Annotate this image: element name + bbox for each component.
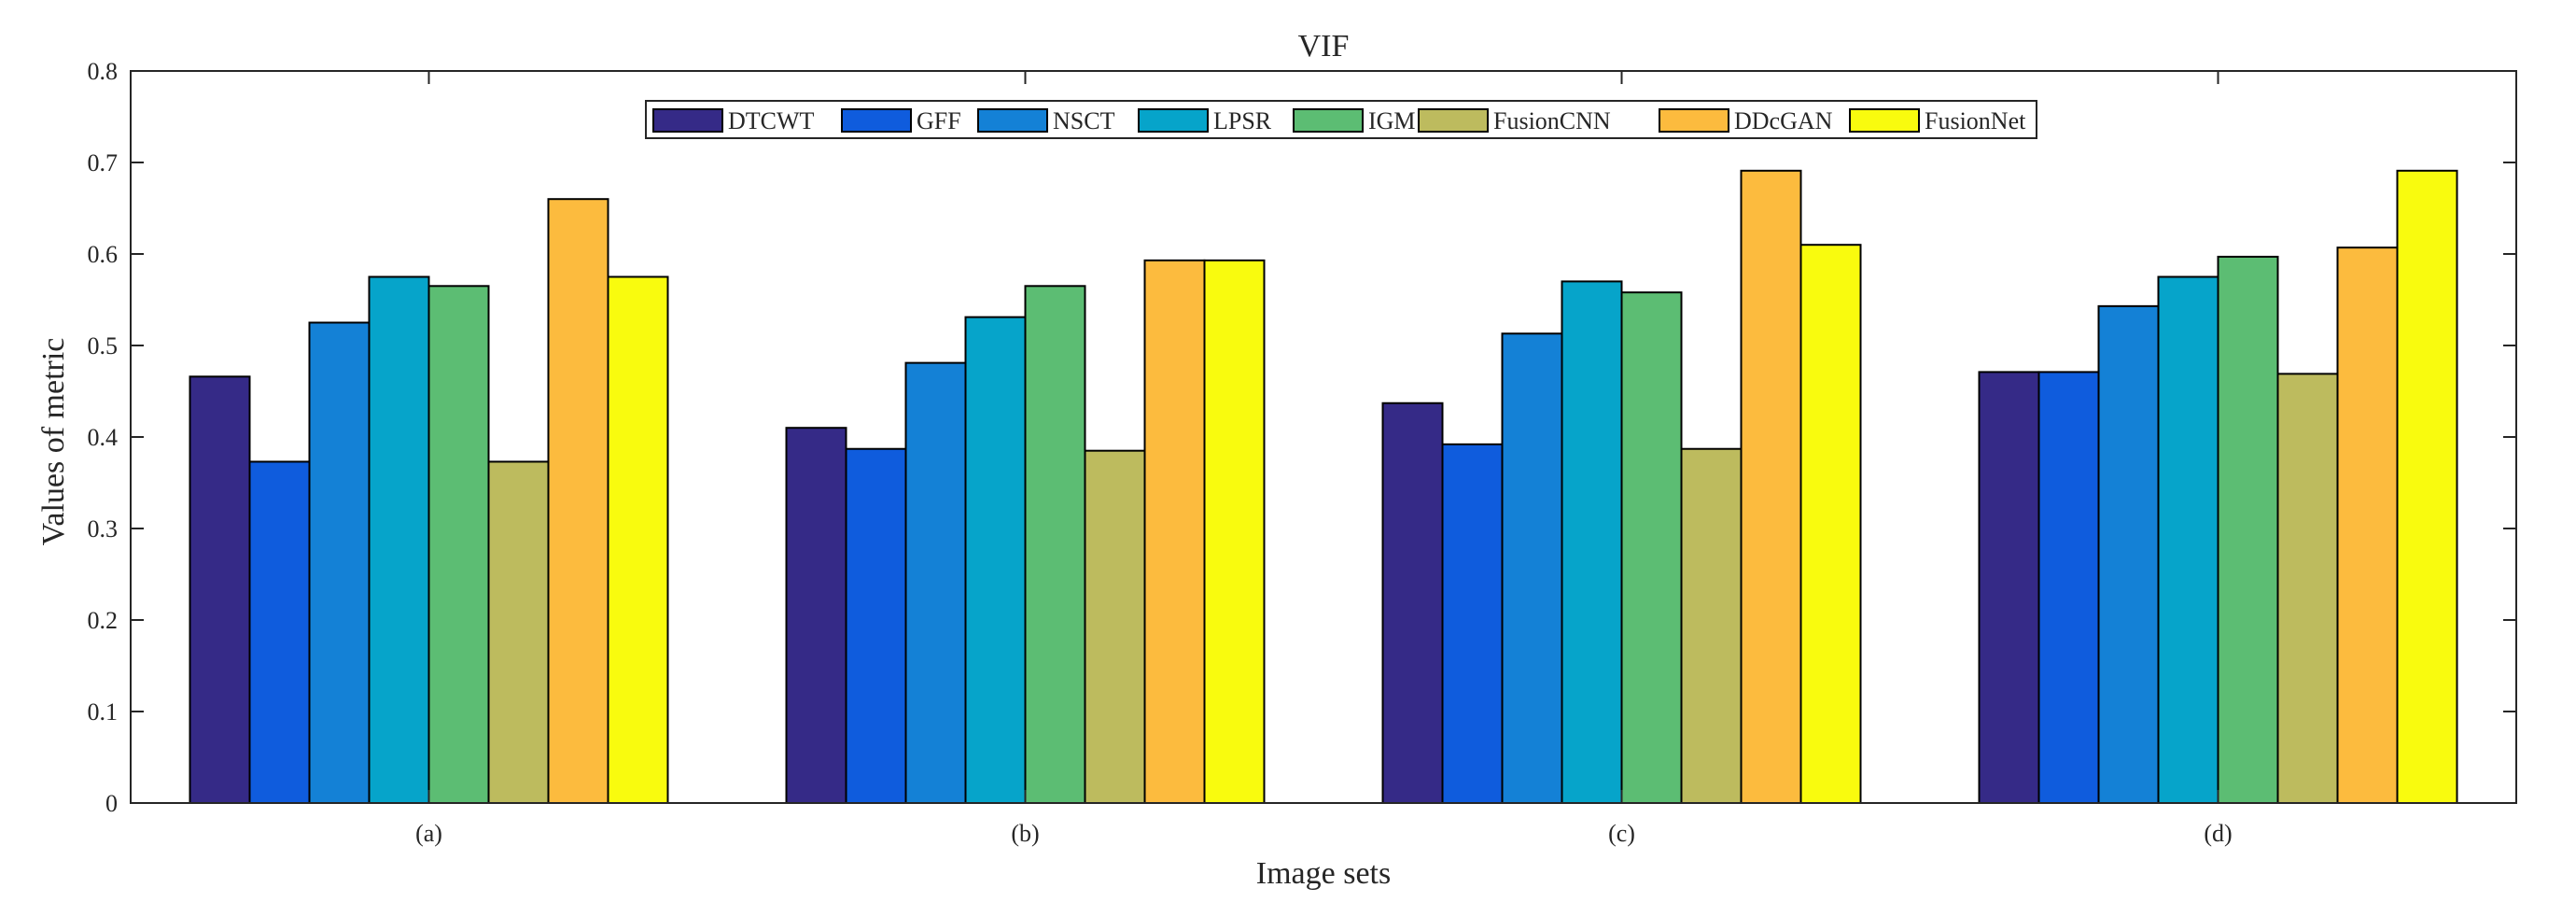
bar-ddcgan-4 bbox=[2336, 247, 2399, 804]
legend-label-lpsr: LPSR bbox=[1213, 107, 1272, 134]
bar-dtcwt-3 bbox=[1381, 402, 1444, 804]
bar-lpsr-2 bbox=[964, 316, 1027, 804]
bars-group bbox=[189, 169, 2458, 805]
legend-swatch-ddcgan bbox=[1659, 108, 1729, 133]
legend-label-nsct: NSCT bbox=[1053, 107, 1115, 134]
legend-label-fusioncnn: FusionCNN bbox=[1493, 107, 1611, 134]
y-axis-label: Values of metric bbox=[36, 338, 71, 546]
bar-fusionnet-2 bbox=[1203, 259, 1266, 804]
bar-nsct-2 bbox=[904, 361, 967, 804]
legend-label-igm: IGM bbox=[1368, 107, 1416, 134]
x-tick-label: (b) bbox=[1011, 820, 1039, 847]
bar-fusionnet-1 bbox=[607, 275, 669, 804]
bar-fusioncnn-3 bbox=[1680, 447, 1743, 804]
legend-label-dtcwt: DTCWT bbox=[728, 107, 815, 134]
y-tick-label: 0.6 bbox=[88, 241, 119, 268]
y-tick-label: 0 bbox=[105, 790, 118, 817]
bar-gff-1 bbox=[248, 460, 311, 804]
bar-gff-4 bbox=[2037, 371, 2100, 804]
y-tick-label: 0.3 bbox=[88, 515, 119, 543]
bar-lpsr-3 bbox=[1561, 280, 1623, 804]
bar-dtcwt-4 bbox=[1978, 371, 2040, 804]
x-axis-label: Image sets bbox=[1256, 856, 1391, 891]
bar-ddcgan-3 bbox=[1740, 169, 1802, 804]
bar-gff-2 bbox=[845, 447, 907, 804]
legend-swatch-dtcwt bbox=[652, 108, 723, 133]
legend-label-gff: GFF bbox=[917, 107, 961, 134]
x-tick-label: (c) bbox=[1608, 820, 1635, 847]
bar-fusionnet-3 bbox=[1799, 244, 1862, 804]
bar-lpsr-1 bbox=[368, 275, 430, 804]
bar-ddcgan-1 bbox=[547, 198, 609, 804]
bar-lpsr-4 bbox=[2157, 275, 2219, 804]
bar-ddcgan-2 bbox=[1143, 259, 1206, 804]
bar-igm-3 bbox=[1620, 291, 1683, 805]
y-tick-label: 0.2 bbox=[88, 607, 119, 634]
bar-dtcwt-2 bbox=[785, 427, 847, 804]
bar-fusioncnn-1 bbox=[487, 460, 550, 804]
legend-swatch-fusioncnn bbox=[1418, 108, 1489, 133]
y-tick-label: 0.4 bbox=[88, 424, 119, 451]
x-tick-label: (d) bbox=[2204, 820, 2232, 847]
x-tick-label: (a) bbox=[415, 820, 442, 847]
bar-igm-2 bbox=[1024, 285, 1086, 804]
y-tick-label: 0.7 bbox=[88, 149, 119, 176]
legend: DTCWT GFF NSCT LPSR IGM FusionCNN DDcGAN Fusion… bbox=[645, 100, 2037, 139]
bar-igm-4 bbox=[2217, 255, 2279, 804]
legend-label-fusionnet: FusionNet bbox=[1925, 107, 2026, 134]
legend-swatch-igm bbox=[1293, 108, 1364, 133]
legend-label-ddcgan: DDcGAN bbox=[1734, 107, 1833, 134]
legend-swatch-fusionnet bbox=[1849, 108, 1920, 133]
bar-nsct-1 bbox=[308, 321, 371, 804]
legend-swatch-gff bbox=[841, 108, 912, 133]
bar-fusioncnn-4 bbox=[2276, 373, 2339, 804]
legend-swatch-lpsr bbox=[1138, 108, 1209, 133]
y-tick-label: 0.8 bbox=[88, 58, 119, 85]
y-tick-label: 0.5 bbox=[88, 332, 119, 359]
bar-dtcwt-1 bbox=[189, 375, 251, 804]
bar-igm-1 bbox=[427, 285, 490, 804]
bar-fusionnet-4 bbox=[2396, 169, 2458, 804]
chart-title: VIF bbox=[1298, 29, 1350, 63]
bar-nsct-3 bbox=[1501, 332, 1563, 804]
y-tick-label: 0.1 bbox=[88, 698, 119, 726]
bar-gff-3 bbox=[1441, 443, 1504, 804]
axes-group: 0 0.1 0.2 0.3 0.4 0.5 0.6 0.7 0.8 (a) (b) (c) (d) bbox=[88, 58, 2517, 847]
legend-swatch-nsct bbox=[977, 108, 1048, 133]
bar-nsct-4 bbox=[2097, 304, 2160, 804]
bar-fusioncnn-2 bbox=[1084, 449, 1146, 804]
